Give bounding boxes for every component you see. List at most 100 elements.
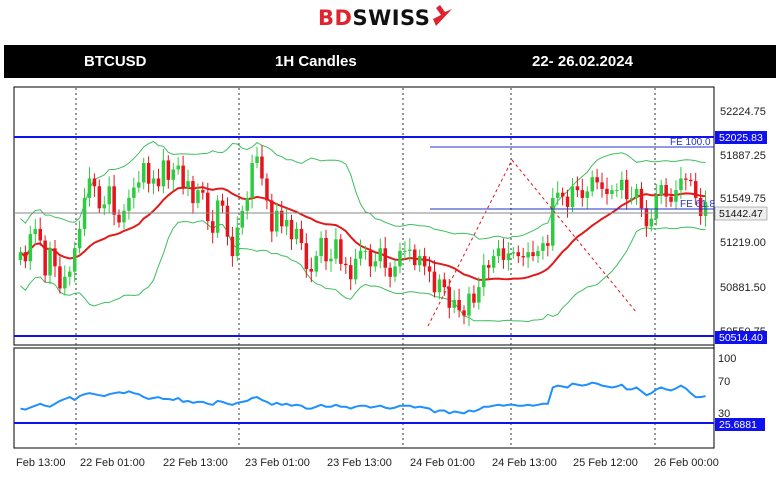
bearish-candle [432,271,437,293]
bearish-candle [368,250,373,267]
bullish-candle [151,178,156,184]
bullish-candle [378,248,382,262]
bullish-candle [171,169,175,180]
bearish-candle [531,252,535,257]
bearish-candle [388,267,392,277]
bullish-candle [393,266,397,277]
bearish-candle [501,248,506,260]
candles-layer [18,145,708,327]
fib-annotations: FE 100.0 FE 61.8 [427,137,715,327]
indicators-layer [19,140,706,323]
bullish-candle [161,160,166,187]
bullish-candle [418,256,422,266]
price-tick: 52224.75 [720,106,766,118]
bearish-candle [580,190,585,198]
resistance-value: 52025.83 [719,132,763,144]
price-tick: 51219.00 [720,237,766,249]
time-tick: 25 Feb 12:00 [573,457,638,469]
bearish-candle [280,210,284,227]
bearish-candle [694,181,698,198]
bullish-candle [87,178,92,198]
bearish-candle [265,178,269,201]
bearish-candle [669,196,673,202]
bearish-candle [97,186,102,209]
bullish-candle [679,178,683,191]
bullish-candle [68,271,72,277]
bullish-candle [28,234,33,262]
bullish-candle [659,185,663,196]
bearish-candle [53,248,57,267]
bullish-candle [556,192,560,198]
bullish-candle [137,182,141,188]
day-separators [75,88,656,447]
bearish-candle [339,239,343,264]
bearish-candle [43,240,47,276]
bullish-candle [541,243,545,251]
bearish-candle [181,165,185,188]
bullish-candle [102,204,106,209]
bearish-candle [457,300,461,311]
bullish-candle [255,156,259,163]
bearish-candle [211,221,215,233]
bearish-candle [546,243,550,246]
bullish-candle [654,195,658,219]
bearish-candle [299,228,304,244]
bullish-candle [536,250,540,257]
bearish-candle [684,178,688,180]
osc-tick: 70 [718,376,730,388]
date-range-label: 22- 26.02.2024 [532,53,633,70]
time-tick: 24 Feb 01:00 [410,457,475,469]
bearish-candle [516,252,520,257]
bullish-candle [142,163,146,183]
bullish-candle [629,197,634,200]
bearish-candle [625,179,629,200]
bullish-candle [107,186,111,205]
bullish-candle [620,179,624,191]
bearish-candle [206,192,210,222]
symbol-label: BTCUSD [84,53,147,70]
timeframe-label: 1H Candles [275,53,357,70]
bearish-candle [230,236,235,257]
fib-projection-line [427,159,638,327]
bullish-candle [511,252,516,254]
bearish-candle [575,186,580,191]
oscillator-panel-frame [13,347,715,449]
osc-tick: 30 [718,408,730,420]
bullish-candle [477,287,481,303]
price-tick: 51887.25 [720,150,766,162]
bullish-candle [570,186,575,207]
bullish-candle [506,253,511,260]
bearish-candle [166,160,171,180]
bearish-candle [664,185,668,197]
logo-prefix: BD [318,6,353,30]
bullish-candle [491,256,496,268]
bearish-candle [521,256,525,258]
oscillator-axis: 100 70 30 25.6881 [715,353,765,431]
bearish-candle [560,192,565,197]
bearish-candle [289,219,294,240]
bullish-candle [215,200,220,233]
oscillator-line [20,381,706,415]
bearish-candle [644,208,649,227]
bullish-candle [77,228,82,249]
bullish-candle [33,228,37,235]
bearish-candle [472,293,476,303]
bearish-candle [600,182,604,189]
bearish-candle [260,156,264,179]
bearish-candle [689,179,693,182]
fe-100-label: FE 100.0 [670,137,711,148]
bullish-candle [437,279,442,293]
bullish-candle [408,249,412,251]
bearish-candle [447,287,451,308]
bullish-candle [48,248,52,276]
bearish-candle [422,256,427,267]
price-tick: 50881.50 [720,282,766,294]
bullish-candle [615,190,619,192]
logo-suffix: SWISS [352,6,431,30]
bullish-candle [403,250,407,252]
resistance-box [715,131,767,144]
bullish-candle [334,239,338,259]
bearish-candle [146,163,151,184]
bearish-candle [304,243,309,270]
fe-61-8-label: FE 61.8 [680,199,715,210]
